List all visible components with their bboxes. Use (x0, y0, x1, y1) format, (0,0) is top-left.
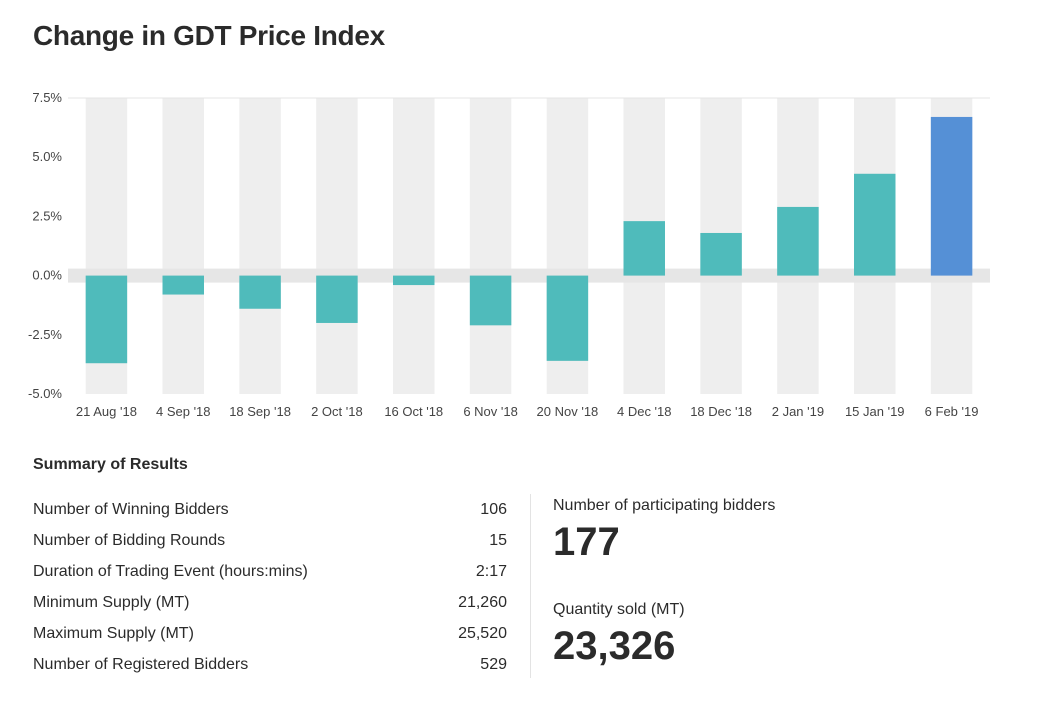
bar (700, 232, 742, 276)
page-title: Change in GDT Price Index (33, 20, 385, 51)
summary-value: 21,260 (458, 594, 507, 611)
summary-value: 25,520 (458, 625, 507, 642)
summary-label: Number of Winning Bidders (33, 501, 229, 518)
x-tick-label: 16 Oct '18 (384, 404, 443, 419)
category-band (469, 98, 512, 394)
summary-label: Number of Bidding Rounds (33, 532, 226, 549)
x-tick-label: 4 Dec '18 (617, 404, 672, 419)
category-band (162, 98, 204, 394)
x-tick-label: 6 Nov '18 (463, 404, 518, 419)
bar (930, 116, 973, 276)
summary-label: Minimum Supply (MT) (33, 594, 190, 611)
category-band (393, 98, 435, 394)
y-tick-label: -2.5% (28, 327, 62, 342)
x-tick-label: 4 Sep '18 (156, 404, 211, 419)
y-tick-label: 7.5% (32, 90, 62, 105)
summary-value: 15 (489, 532, 507, 549)
category-band (239, 98, 281, 394)
summary-row-duration: Duration of Trading Event (hours:mins) 2… (33, 556, 507, 587)
participating-bidders-label: Number of participating bidders (553, 497, 776, 514)
summary-label: Number of Registered Bidders (33, 656, 249, 673)
summary-row-winning-bidders: Number of Winning Bidders 106 (33, 494, 507, 525)
x-tick-label: 2 Jan '19 (772, 404, 824, 419)
bar (393, 275, 435, 286)
x-tick-label: 20 Nov '18 (537, 404, 599, 419)
summary-title: Summary of Results (33, 456, 188, 473)
x-tick-label: 21 Aug '18 (76, 404, 137, 419)
summary-value: 2:17 (475, 563, 507, 580)
y-tick-label: -5.0% (28, 386, 62, 401)
summary-table: Number of Winning Bidders 106 Number of … (33, 494, 507, 680)
quantity-sold-value: 23,326 (553, 624, 676, 668)
summary-row-minimum-supply: Minimum Supply (MT) 21,260 (33, 587, 507, 618)
bar (777, 206, 819, 276)
x-tick-label: 15 Jan '19 (845, 404, 905, 419)
x-tick-label: 2 Oct '18 (311, 404, 363, 419)
bar (469, 275, 512, 326)
bar (85, 275, 128, 364)
participating-bidders-value: 177 (553, 520, 620, 564)
section-divider (530, 494, 531, 678)
summary-label: Duration of Trading Event (hours:mins) (33, 563, 308, 580)
bar (316, 275, 358, 323)
summary-row-bidding-rounds: Number of Bidding Rounds 15 (33, 525, 507, 556)
y-tick-label: 0.0% (32, 268, 62, 283)
bar (162, 275, 204, 295)
bar (854, 173, 896, 276)
bar (239, 275, 281, 309)
summary-value: 529 (480, 656, 507, 673)
price-index-chart: 7.5% 5.0% 2.5% 0.0% -2.5% -5.0% 21 Aug '18 4 Se… (28, 90, 990, 419)
bar (546, 275, 589, 361)
summary-row-registered-bidders: Number of Registered Bidders 529 (33, 649, 507, 680)
category-band (316, 98, 358, 394)
y-tick-label: 2.5% (32, 208, 62, 223)
summary-value: 106 (480, 501, 507, 518)
summary-label: Maximum Supply (MT) (33, 625, 194, 642)
quantity-sold-label: Quantity sold (MT) (553, 601, 685, 618)
x-tick-label: 18 Sep '18 (229, 404, 291, 419)
zero-line (68, 268, 990, 283)
y-tick-label: 5.0% (32, 149, 62, 164)
summary-row-maximum-supply: Maximum Supply (MT) 25,520 (33, 618, 507, 649)
x-tick-label: 6 Feb '19 (925, 404, 979, 419)
bar (623, 221, 665, 276)
x-tick-label: 18 Dec '18 (690, 404, 752, 419)
